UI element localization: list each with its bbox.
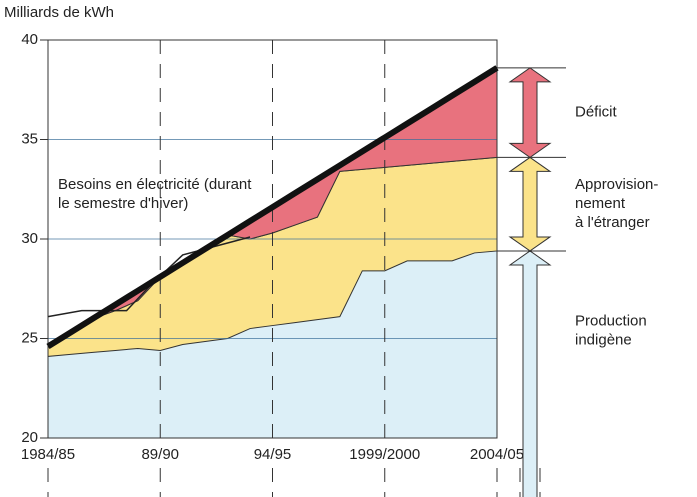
range-arrow <box>508 156 552 252</box>
x-tick-label: 2004/05 <box>470 446 524 463</box>
y-tick-label: 20 <box>21 429 38 446</box>
plot-frame <box>47 39 498 439</box>
legend-line: nement <box>575 195 626 212</box>
legend-label: Approvision-nement à l'étranger <box>575 176 658 231</box>
annotation: le semestre d'hiver) <box>58 195 188 212</box>
y-axis-label: Milliards de kWh <box>4 4 114 21</box>
x-tick-label: 1999/2000 <box>349 446 420 463</box>
x-tick-label: 94/95 <box>254 446 292 463</box>
y-tick-label: 25 <box>21 329 38 346</box>
y-tick-label: 40 <box>21 31 38 48</box>
x-tick-label: 1984/85 <box>21 446 75 463</box>
y-tick-label: 30 <box>21 230 38 247</box>
area <box>48 250 497 438</box>
y-tick-label: 35 <box>21 130 38 147</box>
legend-line: Approvision- <box>575 176 658 193</box>
range-arrow <box>508 67 552 159</box>
x-tick-label: 89/90 <box>141 446 179 463</box>
demand-line <box>46 65 499 350</box>
legend-label: Déficit <box>575 104 618 121</box>
legend-line: à l'étranger <box>575 214 650 231</box>
annotation: Besoins en électricité (durant <box>58 176 252 193</box>
legend-line: Déficit <box>575 104 618 121</box>
legend-line: Production <box>575 312 647 329</box>
legend-label: Production indigène <box>575 312 647 348</box>
legend-line: indigène <box>575 331 632 348</box>
